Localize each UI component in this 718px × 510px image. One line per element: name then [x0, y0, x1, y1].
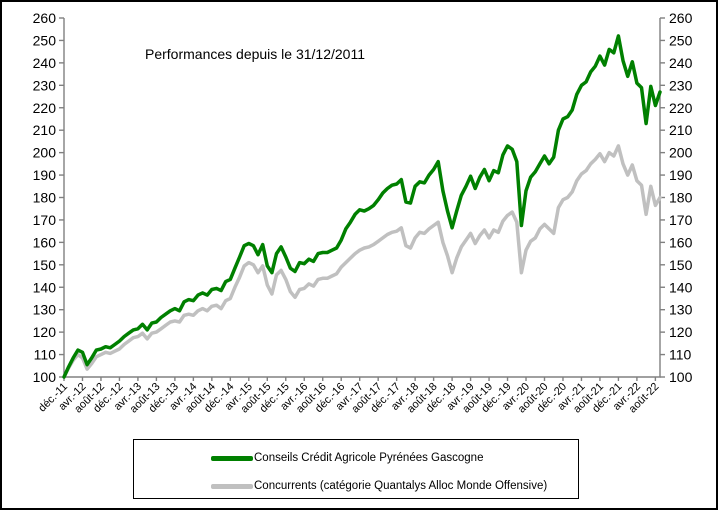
y-axis-label-right: 230	[669, 77, 693, 93]
y-axis-label-left: 230	[33, 77, 57, 93]
y-axis-label-right: 170	[669, 212, 693, 228]
series-line-concurrents	[62, 144, 662, 379]
y-axis-label-right: 120	[669, 324, 693, 340]
y-axis-label-right: 260	[669, 10, 693, 26]
y-axis-label-left: 120	[33, 324, 57, 340]
y-axis-label-right: 200	[669, 145, 693, 161]
y-axis-label-left: 100	[33, 369, 57, 385]
y-axis-label-left: 200	[33, 145, 57, 161]
y-axis-label-left: 240	[33, 55, 57, 71]
series-line-conseils	[62, 34, 662, 379]
y-axis-label-right: 150	[669, 257, 693, 273]
y-axis-label-left: 220	[33, 100, 57, 116]
y-axis-label-right: 220	[669, 100, 693, 116]
y-axis-label-left: 110	[34, 347, 57, 363]
y-axis-label-right: 160	[669, 234, 693, 250]
y-axis-label-left: 160	[33, 234, 57, 250]
y-axis-label-right: 100	[669, 369, 693, 385]
legend-label-concurrents: Concurrents (catégorie Quantalys Alloc M…	[254, 480, 548, 492]
y-axis-label-right: 240	[669, 55, 693, 71]
y-axis-label-right: 110	[669, 347, 692, 363]
y-axis-label-left: 210	[33, 122, 57, 138]
y-axis-label-right: 180	[669, 190, 693, 206]
y-axis-label-right: 130	[669, 302, 693, 318]
chart-legend: Conseils Crédit Agricole Pyrénées Gascog…	[133, 439, 579, 499]
legend-entry-conseils: Conseils Crédit Agricole Pyrénées Gascog…	[134, 450, 578, 466]
legend-swatch-conseils	[211, 455, 253, 461]
y-axis-label-right: 190	[669, 167, 693, 183]
y-axis-label-left: 150	[33, 257, 57, 273]
y-axis-label-right: 140	[669, 279, 693, 295]
y-axis-label-left: 190	[33, 167, 57, 183]
legend-label-conseils: Conseils Crédit Agricole Pyrénées Gascog…	[254, 452, 484, 464]
y-axis-label-right: 250	[669, 32, 693, 48]
y-axis-label-left: 250	[33, 32, 57, 48]
y-axis-label-right: 210	[669, 122, 693, 138]
legend-swatch-concurrents	[211, 483, 253, 489]
y-axis-label-left: 260	[33, 10, 57, 26]
y-axis-label-left: 170	[33, 212, 57, 228]
legend-entry-concurrents: Concurrents (catégorie Quantalys Alloc M…	[134, 478, 578, 494]
y-axis-label-left: 140	[33, 279, 57, 295]
chart-title: Performances depuis le 31/12/2011	[145, 46, 365, 62]
y-axis-label-left: 180	[33, 190, 57, 206]
y-axis-label-left: 130	[33, 302, 57, 318]
